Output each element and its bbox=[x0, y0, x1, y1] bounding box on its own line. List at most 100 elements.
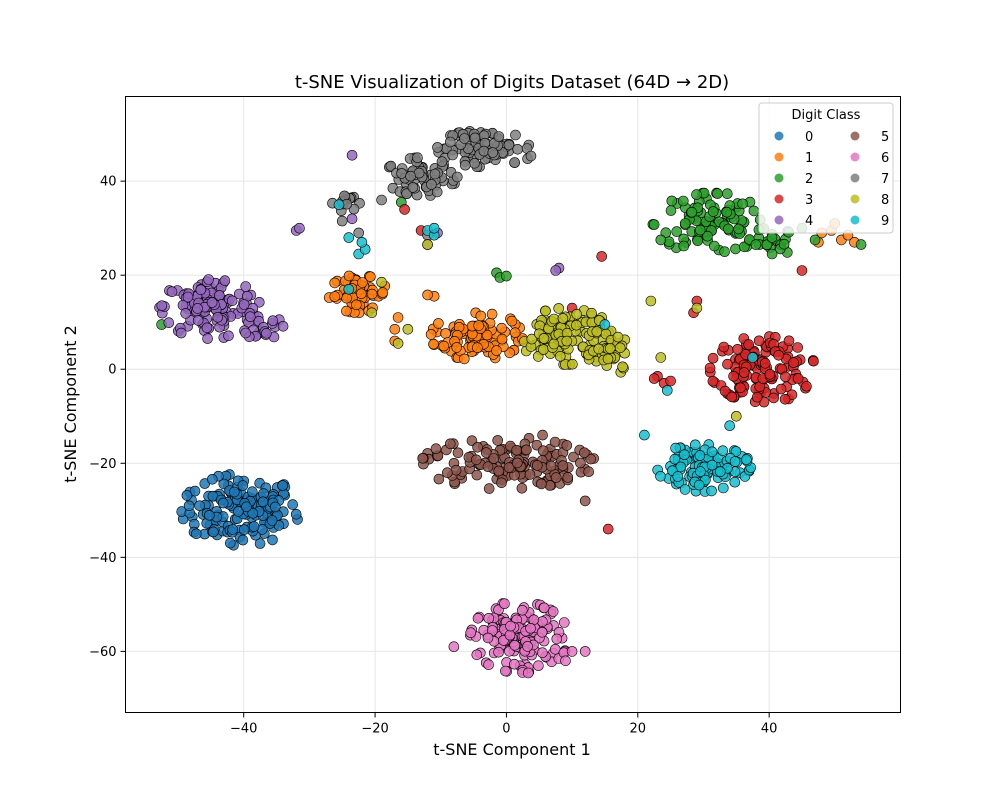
point-digit-0 bbox=[233, 506, 244, 517]
point-digit-8 bbox=[617, 361, 628, 373]
point-digit-9 bbox=[670, 442, 681, 454]
point-digit-6 bbox=[516, 604, 528, 616]
point-digit-5 bbox=[545, 460, 557, 472]
point-digit-0 bbox=[229, 486, 240, 498]
point-digit-5 bbox=[472, 441, 483, 453]
y-axis-label: t-SNE Component 2 bbox=[61, 325, 80, 483]
point-digit-1 bbox=[355, 288, 367, 300]
point-digit-3 bbox=[728, 370, 739, 382]
point-digit-3 bbox=[665, 375, 676, 387]
point-digit-2 bbox=[501, 270, 512, 282]
point-digit-2 bbox=[766, 248, 778, 260]
point-digit-4 bbox=[203, 274, 214, 285]
point-digit-2 bbox=[809, 234, 821, 246]
point-digit-9 bbox=[679, 449, 690, 461]
point-digit-5 bbox=[511, 444, 523, 456]
point-digit-0 bbox=[254, 538, 266, 549]
point-digit-0 bbox=[277, 480, 289, 491]
point-digit-4 bbox=[156, 300, 168, 312]
point-digit-1 bbox=[428, 338, 439, 350]
point-digit-3 bbox=[808, 355, 819, 367]
point-digit-3 bbox=[726, 391, 738, 403]
point-digit-0 bbox=[189, 485, 201, 497]
point-digit-2 bbox=[733, 223, 744, 235]
point-digit-5 bbox=[578, 447, 590, 459]
y-tick-label: −20 bbox=[89, 457, 116, 472]
point-digit-5 bbox=[568, 451, 579, 463]
point-digit-8 bbox=[561, 335, 573, 347]
legend-label-3: 3 bbox=[805, 193, 813, 208]
point-digit-2 bbox=[702, 230, 713, 242]
y-tick-label: 0 bbox=[108, 363, 116, 378]
point-digit-7 bbox=[426, 179, 437, 190]
legend-marker-5 bbox=[850, 131, 860, 141]
point-digit-8 bbox=[593, 343, 605, 355]
point-digit-3 bbox=[773, 349, 784, 361]
point-digit-1 bbox=[329, 291, 341, 302]
point-digit-1 bbox=[422, 289, 433, 301]
point-digit-0 bbox=[248, 521, 260, 532]
point-digit-5 bbox=[417, 452, 429, 464]
point-digit-0 bbox=[247, 486, 258, 498]
point-digit-7 bbox=[401, 188, 413, 199]
point-digit-3 bbox=[796, 265, 808, 276]
point-digit-3 bbox=[707, 352, 719, 364]
point-digit-5 bbox=[516, 482, 528, 494]
point-digit-7 bbox=[429, 168, 441, 180]
point-digit-8 bbox=[602, 353, 614, 365]
legend-label-2: 2 bbox=[805, 172, 813, 187]
series-digit-0 bbox=[176, 469, 303, 551]
point-digit-4 bbox=[294, 222, 305, 234]
point-digit-1 bbox=[365, 271, 376, 283]
point-digit-3 bbox=[399, 204, 410, 215]
y-tick-label: −40 bbox=[89, 551, 116, 566]
point-digit-6 bbox=[558, 617, 570, 628]
point-digit-6 bbox=[537, 616, 548, 627]
point-digit-4 bbox=[238, 299, 250, 310]
point-digit-7 bbox=[385, 160, 397, 172]
legend-marker-4 bbox=[774, 215, 784, 225]
point-digit-7 bbox=[447, 149, 458, 161]
point-digit-7 bbox=[436, 156, 448, 167]
point-digit-8 bbox=[730, 410, 742, 422]
point-digit-4 bbox=[175, 327, 187, 339]
point-digit-3 bbox=[792, 342, 804, 353]
legend-marker-8 bbox=[850, 194, 860, 204]
point-digit-9 bbox=[672, 471, 684, 482]
point-digit-8 bbox=[554, 350, 566, 362]
point-digit-1 bbox=[496, 333, 508, 345]
point-digit-4 bbox=[182, 291, 194, 303]
point-digit-3 bbox=[743, 339, 755, 350]
point-digit-4 bbox=[346, 213, 358, 225]
point-digit-2 bbox=[666, 195, 678, 207]
point-digit-0 bbox=[247, 507, 258, 519]
point-digit-8 bbox=[422, 239, 433, 250]
point-digit-1 bbox=[491, 345, 502, 356]
point-digit-0 bbox=[217, 497, 229, 509]
point-digit-9 bbox=[694, 450, 706, 461]
point-digit-0 bbox=[207, 473, 218, 485]
point-digit-2 bbox=[694, 224, 706, 236]
point-digit-6 bbox=[483, 612, 495, 624]
point-digit-4 bbox=[267, 315, 279, 327]
point-digit-6 bbox=[482, 632, 494, 644]
point-digit-5 bbox=[433, 473, 445, 485]
point-digit-0 bbox=[208, 526, 219, 538]
point-digit-2 bbox=[721, 188, 733, 199]
point-digit-4 bbox=[277, 320, 289, 332]
point-digit-3 bbox=[768, 392, 780, 404]
axis-ticks: −40 −20 0 20 40 −60 −40 −20 0 20 40 bbox=[89, 175, 777, 737]
point-digit-5 bbox=[561, 440, 573, 451]
point-digit-9 bbox=[661, 385, 673, 396]
point-digit-2 bbox=[778, 238, 790, 250]
point-digit-7 bbox=[459, 159, 471, 171]
point-digit-7 bbox=[525, 150, 537, 162]
point-digit-4 bbox=[261, 327, 272, 339]
point-digit-6 bbox=[579, 646, 591, 657]
point-digit-5 bbox=[444, 438, 456, 450]
point-digit-6 bbox=[547, 606, 559, 617]
point-digit-5 bbox=[575, 457, 586, 469]
point-digit-6 bbox=[538, 602, 550, 614]
point-digit-8 bbox=[526, 333, 538, 345]
